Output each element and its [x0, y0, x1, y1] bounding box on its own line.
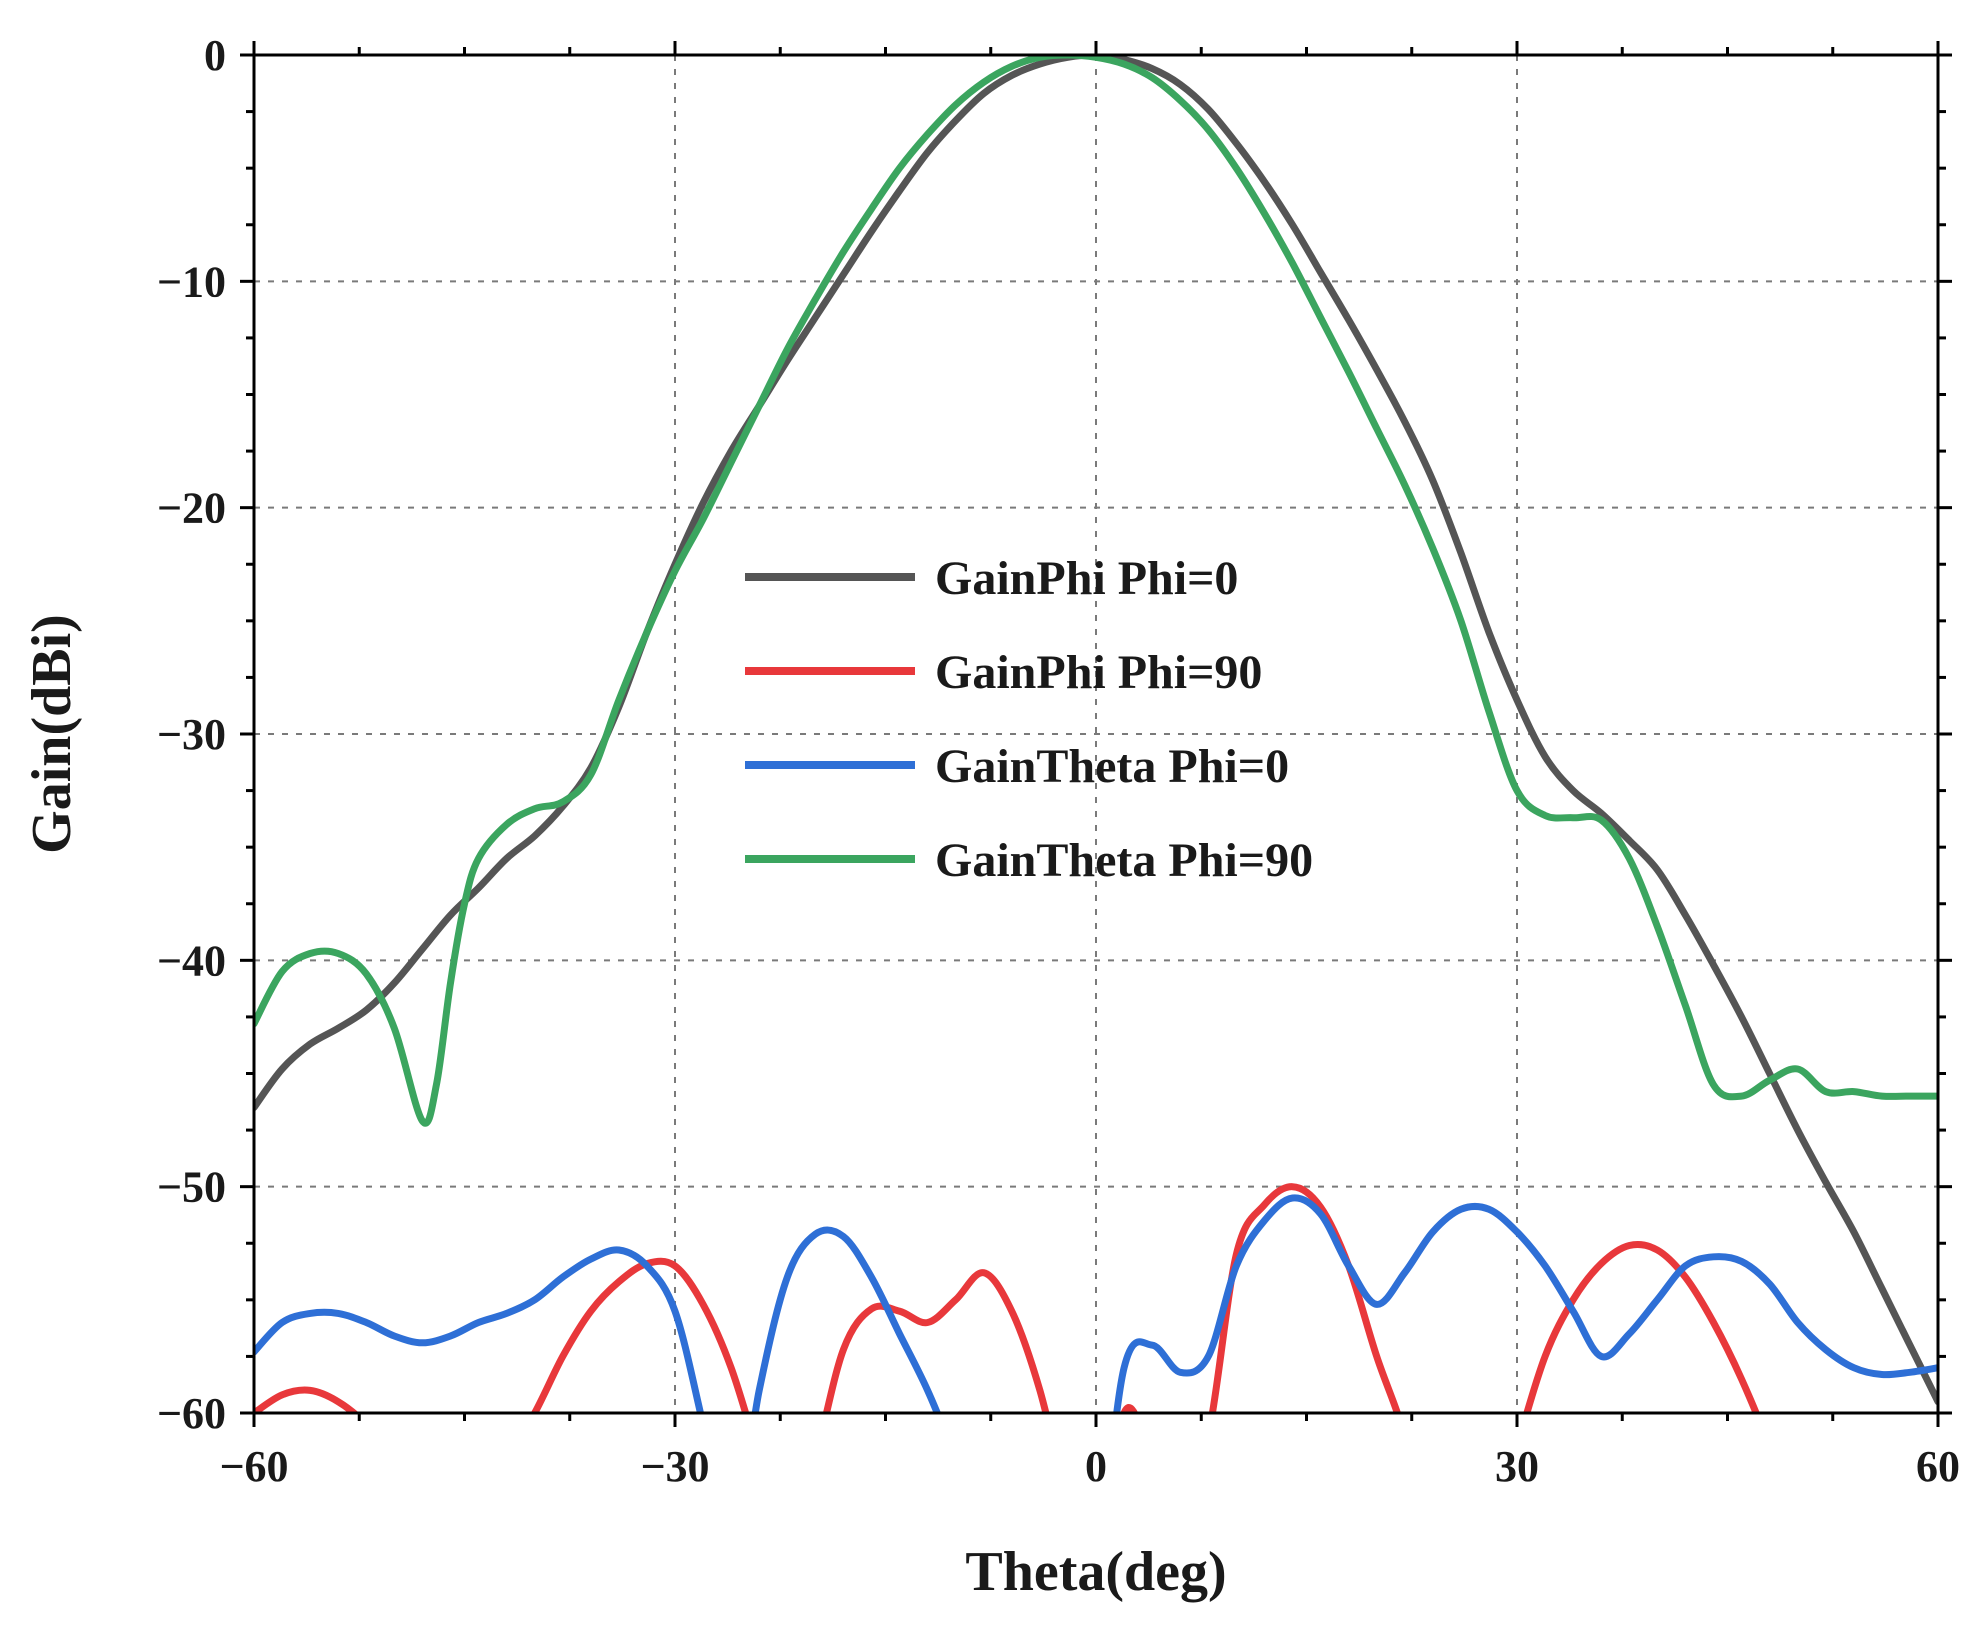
y-tick-label: −40 — [157, 936, 226, 985]
legend-label-2: GainPhi Phi=90 — [935, 646, 1262, 699]
y-tick-label: −10 — [157, 257, 226, 306]
x-tick-labels: −60 −30 0 30 60 — [219, 1442, 1960, 1491]
series-line-2 — [254, 1183, 1760, 1413]
y-tick-label: −60 — [157, 1389, 226, 1438]
y-tick-label: 0 — [204, 31, 226, 80]
x-tick-label: 0 — [1085, 1442, 1107, 1491]
x-tick-label: −60 — [219, 1442, 288, 1491]
ticks — [240, 41, 1952, 1427]
grid — [254, 55, 1938, 1413]
y-tick-label: −20 — [157, 484, 226, 533]
y-tick-label: −50 — [157, 1163, 226, 1212]
x-tick-label: 30 — [1495, 1442, 1539, 1491]
x-tick-label: 60 — [1916, 1442, 1960, 1491]
y-axis-title: Gain(dBi) — [21, 614, 83, 854]
y-tick-labels: 0 −10 −20 −30 −40 −50 −60 — [157, 31, 226, 1438]
legend-label-1: GainPhi Phi=0 — [935, 552, 1238, 605]
legend: GainPhi Phi=0 GainPhi Phi=90 GainTheta Phi… — [745, 552, 1313, 887]
legend-label-3: GainTheta Phi=0 — [935, 740, 1289, 793]
y-tick-label: −30 — [157, 710, 226, 759]
legend-label-4: GainTheta Phi=90 — [935, 834, 1313, 887]
series-line-3 — [254, 1194, 1938, 1413]
x-axis-title: Theta(deg) — [965, 1541, 1226, 1603]
x-tick-label: −30 — [640, 1442, 709, 1491]
